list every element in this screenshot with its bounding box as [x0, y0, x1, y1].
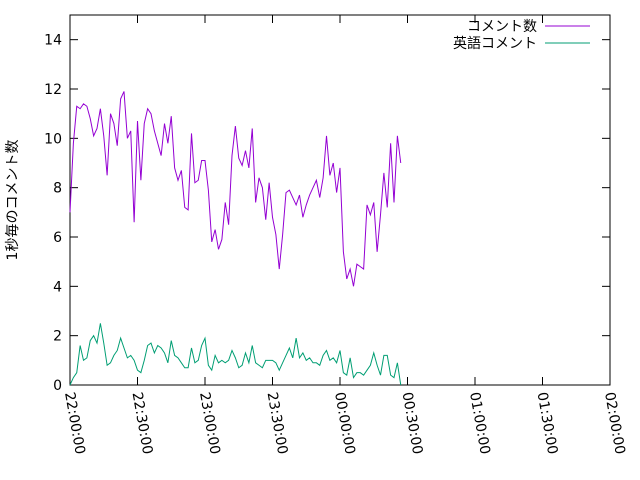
x-tick-label: 01:00:00 [466, 391, 493, 456]
y-tick-label: 0 [53, 378, 62, 394]
x-axis-ticks: 22:00:00 22:30:00 23:00:00 23:30:00 00:00:00… [61, 15, 628, 456]
series-line-1 [69, 91, 402, 287]
x-tick-label: 01:30:00 [534, 391, 561, 456]
y-axis-label: 1秒毎のコメント数 [5, 140, 21, 261]
axes [69, 14, 611, 386]
y-tick-label: 10 [44, 131, 62, 147]
y-tick-label: 4 [53, 279, 62, 295]
series-line-2 [69, 323, 402, 386]
x-tick-label: 00:00:00 [331, 391, 358, 456]
x-tick-label: 00:30:00 [399, 391, 426, 456]
x-tick-label: 23:30:00 [264, 391, 291, 456]
x-tick-label: 22:30:00 [129, 391, 156, 456]
y-tick-label: 2 [53, 329, 62, 345]
x-tick-label: 02:00:00 [601, 391, 628, 456]
y-tick-label: 14 [44, 33, 62, 49]
y-axis-ticks: 0 2 4 6 8 10 12 14 [44, 33, 610, 394]
legend-label-2: 英語コメント [453, 35, 537, 52]
y-tick-label: 6 [53, 230, 62, 246]
legend-label-1: コメント数 [467, 19, 537, 35]
series-lines [69, 91, 402, 386]
x-tick-label: 23:00:00 [196, 391, 223, 456]
x-tick-label: 22:00:00 [61, 391, 88, 456]
y-tick-label: 12 [44, 82, 62, 98]
plot-frame [69, 14, 611, 386]
y-tick-label: 8 [53, 181, 62, 197]
